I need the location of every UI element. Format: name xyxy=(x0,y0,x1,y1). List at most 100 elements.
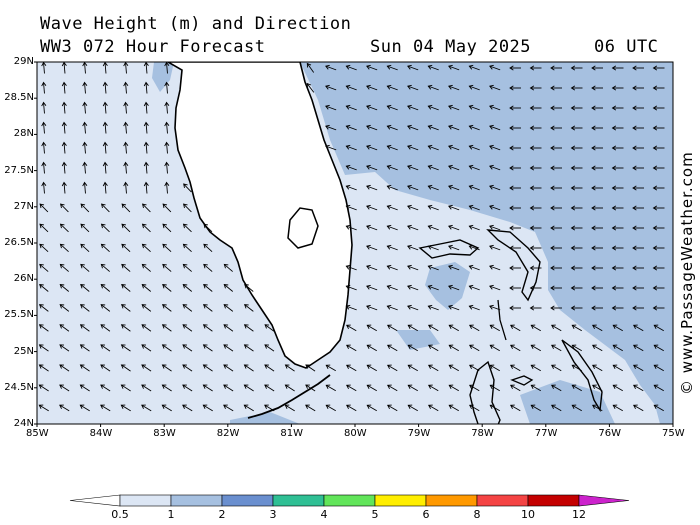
wave-direction-arrow xyxy=(223,344,234,352)
wave-direction-arrow xyxy=(469,404,480,412)
wave-direction-arrow xyxy=(509,305,521,311)
wave-direction-arrow xyxy=(509,85,521,91)
wave-direction-arrow xyxy=(79,324,90,332)
wave-direction-arrow xyxy=(223,364,234,372)
wave-direction-arrow xyxy=(387,384,398,392)
wave-direction-arrow xyxy=(448,164,460,171)
wave-direction-arrow xyxy=(529,265,542,271)
wave-direction-arrow xyxy=(612,364,623,372)
wave-direction-arrow xyxy=(570,285,583,291)
wave-direction-arrow xyxy=(386,84,398,91)
longitude-label: 78W xyxy=(471,428,494,439)
wave-direction-arrow xyxy=(305,384,316,392)
longitude-label: 75W xyxy=(662,428,685,439)
wave-direction-arrow xyxy=(59,404,70,412)
wave-direction-arrow xyxy=(162,223,172,233)
wave-direction-arrow xyxy=(325,144,337,151)
wave-direction-arrow xyxy=(346,364,357,372)
wave-direction-arrow xyxy=(366,164,378,171)
wave-direction-arrow xyxy=(407,84,419,91)
wave-direction-arrow xyxy=(387,324,398,332)
wave-direction-arrow xyxy=(143,161,149,174)
wave-direction-arrow xyxy=(632,165,644,171)
wave-direction-arrow xyxy=(448,264,460,271)
wave-direction-arrow xyxy=(652,285,665,291)
wave-direction-arrow xyxy=(264,384,275,392)
copyright-credit: © www.PassageWeather.com xyxy=(678,151,696,395)
wave-direction-arrow xyxy=(407,244,419,251)
wave-direction-arrow xyxy=(59,304,70,312)
wave-direction-arrow xyxy=(448,124,460,131)
legend-arrow-low xyxy=(69,494,121,507)
map-area xyxy=(37,62,673,424)
wave-direction-arrow xyxy=(141,263,151,272)
wave-direction-arrow xyxy=(264,364,275,372)
legend-swatch xyxy=(425,494,478,507)
florida-land xyxy=(166,62,353,369)
wave-direction-arrow xyxy=(592,404,603,412)
wave-direction-arrow xyxy=(570,165,583,171)
wave-direction-arrow xyxy=(509,225,521,231)
wave-direction-arrow xyxy=(141,384,152,392)
wave-direction-arrow xyxy=(550,105,562,111)
wave-direction-arrow xyxy=(38,344,49,352)
wave-direction-arrow xyxy=(448,384,459,392)
wave-direction-arrow xyxy=(182,263,192,272)
wave-direction-arrow xyxy=(611,285,624,291)
wave-direction-arrow xyxy=(345,284,357,291)
wave-direction-arrow xyxy=(141,223,151,233)
wave-direction-arrow xyxy=(427,84,439,91)
wave-direction-arrow xyxy=(489,104,501,111)
wave-direction-arrow xyxy=(529,205,542,211)
wave-direction-arrow xyxy=(653,404,664,412)
wave-direction-arrow xyxy=(346,384,357,392)
wave-direction-arrow xyxy=(162,263,172,272)
wave-direction-arrow xyxy=(243,364,254,372)
wave-direction-arrow xyxy=(653,324,664,332)
wave-direction-arrow xyxy=(652,65,665,71)
wave-direction-arrow xyxy=(345,184,357,191)
wave-direction-arrow xyxy=(489,344,500,352)
wave-direction-arrow xyxy=(162,203,172,213)
wave-direction-arrow xyxy=(182,384,193,392)
wave-direction-arrow xyxy=(652,105,665,111)
legend-label: 2 xyxy=(219,508,226,521)
wave-direction-arrow xyxy=(468,244,480,251)
wave-direction-arrow xyxy=(510,344,521,352)
wave-direction-arrow xyxy=(509,165,521,171)
wave-direction-arrow xyxy=(529,245,542,251)
wave-direction-arrow xyxy=(448,364,459,372)
wave-direction-arrow xyxy=(550,65,562,71)
wave-direction-arrow xyxy=(79,384,90,392)
wave-direction-arrow xyxy=(161,404,172,412)
wave-direction-arrow xyxy=(591,205,603,211)
wave-direction-arrow xyxy=(509,205,521,211)
wave-direction-arrow xyxy=(448,204,460,211)
wave-direction-arrow xyxy=(469,384,480,392)
wave-direction-arrow xyxy=(123,121,129,134)
wave-direction-arrow xyxy=(633,404,644,412)
wave-direction-arrow xyxy=(407,404,418,412)
wave-direction-arrow xyxy=(489,384,500,392)
wave-direction-arrow xyxy=(325,404,336,412)
wave-direction-arrow xyxy=(652,245,665,251)
wave-direction-arrow xyxy=(407,124,419,131)
wave-direction-arrow xyxy=(550,205,562,211)
wave-direction-arrow xyxy=(551,364,562,372)
wave-direction-arrow xyxy=(652,225,665,231)
wave-direction-arrow xyxy=(510,364,521,372)
wave-direction-arrow xyxy=(123,81,129,94)
wave-direction-arrow xyxy=(448,344,459,352)
wave-direction-arrow xyxy=(284,364,295,372)
wave-direction-arrow xyxy=(428,324,439,332)
wave-direction-arrow xyxy=(551,404,562,412)
wave-direction-arrow xyxy=(120,364,131,372)
wave-direction-arrow xyxy=(592,344,603,352)
wave-direction-arrow xyxy=(59,223,69,233)
wave-direction-arrow xyxy=(611,265,624,271)
wave-direction-arrow xyxy=(550,285,562,291)
wave-direction-arrow xyxy=(100,364,111,372)
wave-direction-arrow xyxy=(427,304,439,311)
wave-direction-arrow xyxy=(100,344,111,352)
wave-direction-arrow xyxy=(366,184,378,191)
